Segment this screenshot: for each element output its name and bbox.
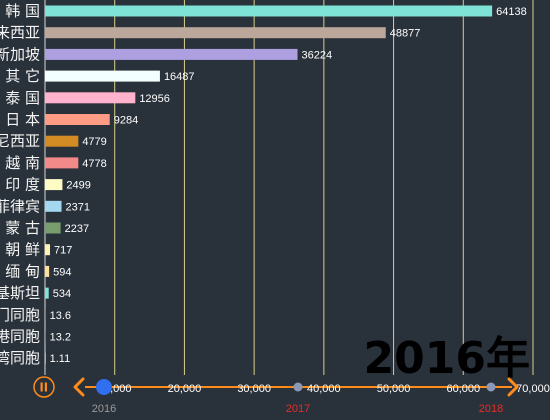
value-label: 12956: [139, 93, 170, 105]
value-label: 36224: [302, 49, 333, 61]
bar: [45, 157, 79, 169]
axis-tick-label: 60,000: [446, 383, 480, 395]
value-label: 534: [53, 288, 71, 300]
category-label: 尼西亚: [0, 132, 40, 150]
bar: [45, 309, 46, 321]
value-label: 594: [53, 266, 71, 278]
axis-tick-label: 30,000: [237, 383, 271, 395]
value-label: 16487: [164, 71, 195, 83]
play-pause-icon[interactable]: [33, 376, 55, 398]
value-label: 13.2: [50, 332, 71, 344]
current-year-label: 2016年: [364, 333, 530, 384]
bar: [45, 48, 298, 60]
category-label: 台湾同胞: [0, 349, 40, 367]
timeline[interactable]: 10,000 20,000 30,000 40,000 50,000 60,000 70,0…: [33, 376, 550, 415]
category-label: 基斯坦: [0, 284, 40, 302]
category-label: 泰 国: [5, 89, 40, 107]
value-label: 9284: [114, 115, 138, 127]
category-label: 缅 甸: [5, 262, 40, 280]
value-label: 2237: [65, 223, 89, 235]
bar: [45, 114, 110, 125]
bar: [45, 352, 46, 364]
value-label: 4779: [82, 136, 106, 148]
category-label: 新加坡: [0, 45, 40, 63]
value-label: 4778: [82, 158, 106, 170]
category-label: 澳门同胞: [0, 306, 40, 324]
bar: [45, 27, 386, 39]
bar: [45, 92, 136, 104]
value-label: 64138: [496, 6, 527, 18]
value-label: 2499: [66, 180, 90, 192]
axis-tick-label: 20,000: [168, 383, 202, 395]
value-label: 717: [54, 245, 72, 257]
category-label: 印 度: [5, 176, 40, 194]
timeline-year-label[interactable]: 2017: [286, 403, 310, 415]
chevron-right-icon[interactable]: [507, 377, 519, 397]
bars: [45, 5, 493, 364]
grid-lines: [44, 0, 534, 375]
bar: [45, 70, 160, 82]
bar: [45, 331, 46, 342]
category-label: 日 本: [5, 111, 40, 129]
category-label: 其 它: [5, 67, 40, 85]
timeline-current-point[interactable]: [96, 379, 112, 395]
bar: [45, 5, 493, 17]
axis-tick-label: 70,000: [516, 383, 550, 395]
category-label: 朝 鲜: [5, 241, 40, 259]
timeline-point[interactable]: [293, 382, 303, 392]
chevron-left-icon[interactable]: [73, 377, 85, 397]
value-label: 48877: [390, 28, 421, 40]
timeline-year-label[interactable]: 2018: [479, 403, 503, 415]
bar: [45, 200, 62, 212]
timeline-point[interactable]: [486, 382, 496, 392]
value-label: 2371: [66, 201, 90, 213]
bar: [45, 287, 49, 299]
bar: [45, 179, 63, 191]
category-label: 蒙 古: [5, 219, 40, 237]
axis-tick-label: 50,000: [377, 383, 411, 395]
category-label: 越 南: [5, 154, 40, 172]
category-label: 菲律宾: [0, 197, 40, 215]
bar: [45, 222, 61, 234]
category-label: 香港同胞: [0, 328, 40, 346]
bar: [45, 244, 50, 256]
axis-tick-label: 40,000: [307, 383, 341, 395]
timeline-year-label[interactable]: 2016: [92, 403, 116, 415]
category-label: 来西亚: [0, 24, 40, 42]
value-label: 1.11: [50, 353, 71, 365]
category-label: 韩 国: [5, 2, 40, 20]
value-label: 13.6: [50, 310, 71, 322]
bar: [45, 265, 50, 277]
bar: [45, 135, 79, 147]
